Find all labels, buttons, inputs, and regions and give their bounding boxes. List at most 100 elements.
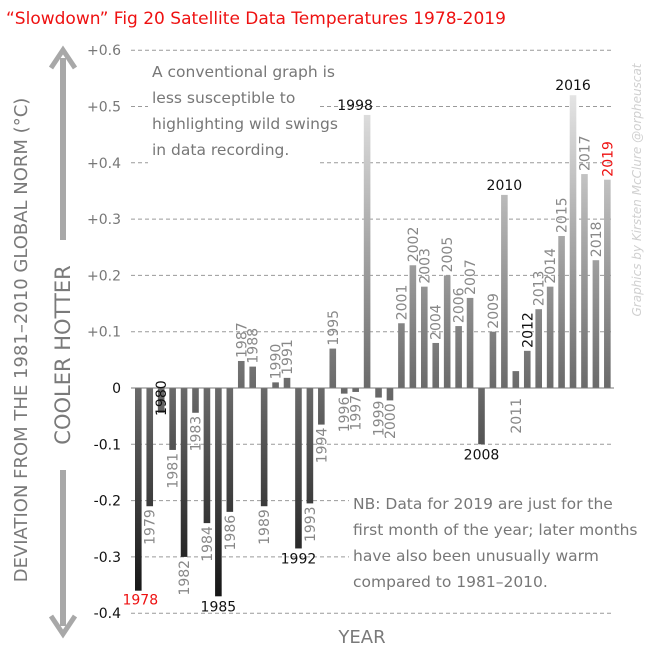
year-label: 2014 xyxy=(543,248,559,284)
bar-2018 xyxy=(592,260,600,388)
year-label: 2008 xyxy=(464,447,500,463)
y-tick-label: +0.5 xyxy=(87,100,121,116)
y-tick-label: -0.2 xyxy=(94,494,121,510)
year-label: 1981 xyxy=(166,453,182,489)
y-axis-ticks: +0.6 +0.5 +0.4 +0.3 +0.2 +0.1 0 -0.1 -0.2 -0.3 -0.… xyxy=(87,43,121,622)
bar-1998 xyxy=(363,114,371,388)
year-label: 1987 xyxy=(234,322,250,358)
annotation-line: have also been unusually warm xyxy=(353,547,599,565)
bar-2011 xyxy=(512,371,520,388)
year-labels: 1978 1979 1980 1981 1982 1983 1984 1985 1986 1987… xyxy=(122,78,616,615)
annotation-line: A conventional graph is xyxy=(152,63,335,81)
annotation-line: NB: Data for 2019 are just for the xyxy=(353,495,613,513)
year-label: 1992 xyxy=(281,551,317,567)
arrow-head-up-icon xyxy=(48,45,78,70)
cooler-hotter-arrow: COOLER HOTTER xyxy=(48,45,78,639)
year-label: 2013 xyxy=(532,271,548,307)
bar-1995 xyxy=(329,348,337,388)
year-label: 2012 xyxy=(520,312,536,348)
bar-1997 xyxy=(352,388,359,392)
bar-2012 xyxy=(523,350,531,388)
bar-2014 xyxy=(546,286,554,388)
arrow-head-down-icon xyxy=(48,614,78,639)
arrow-label-hotter: HOTTER xyxy=(51,265,75,350)
annotation-line: compared to 1981–2010. xyxy=(353,573,548,591)
year-label: 1985 xyxy=(201,599,237,615)
year-label: 1994 xyxy=(314,428,330,464)
year-label: 1982 xyxy=(177,560,193,596)
top-note: A conventional graph is less susceptible … xyxy=(152,63,338,159)
arrow-label-cooler: COOLER xyxy=(51,357,75,444)
year-label: 2002 xyxy=(406,227,422,263)
year-label: 1980 xyxy=(154,380,170,416)
year-label: 1984 xyxy=(200,526,216,562)
top-note-background xyxy=(148,60,318,168)
year-label: 1995 xyxy=(326,310,342,346)
bar-1984 xyxy=(203,388,211,524)
year-label: 2011 xyxy=(509,398,525,434)
year-label: 2010 xyxy=(487,178,523,194)
bars xyxy=(131,95,614,597)
bar-1992 xyxy=(295,388,302,549)
bar-1980 xyxy=(157,388,165,413)
year-label: 2007 xyxy=(463,259,479,295)
bar-1989 xyxy=(260,388,268,507)
bar-2016 xyxy=(569,95,577,389)
bar-2005 xyxy=(443,275,451,388)
bar-2017 xyxy=(581,174,588,388)
year-label: 1979 xyxy=(143,509,159,545)
bar-1978 xyxy=(135,388,142,591)
year-label: 1997 xyxy=(349,395,365,431)
year-label: 2015 xyxy=(555,197,571,233)
bar-1990 xyxy=(272,382,279,388)
bar-1982 xyxy=(180,388,188,557)
year-label: 1978 xyxy=(122,593,158,609)
annotation-line: first month of the year; later months xyxy=(353,521,638,539)
bar-1991 xyxy=(283,377,291,388)
bar-2000 xyxy=(386,388,394,401)
y-axis-label: DEVIATION FROM THE 1981–2010 GLOBAL NORM… xyxy=(11,98,32,583)
year-label: 1993 xyxy=(303,506,319,542)
y-tick-label: +0.3 xyxy=(87,212,121,228)
bar-2002 xyxy=(409,265,417,388)
year-label: 2016 xyxy=(555,78,591,94)
bar-2006 xyxy=(455,326,462,388)
bar-1996 xyxy=(340,388,348,394)
bar-2003 xyxy=(421,286,428,388)
y-tick-label: +0.2 xyxy=(87,268,121,284)
bar-2008 xyxy=(478,388,485,445)
arrow-label-group: COOLER HOTTER xyxy=(51,265,75,444)
bar-2010 xyxy=(501,194,508,388)
year-label: 2009 xyxy=(486,293,502,329)
bar-1988 xyxy=(249,366,256,388)
year-label: 2001 xyxy=(394,285,410,321)
bar-1981 xyxy=(169,388,176,450)
bottom-note-background xyxy=(349,492,611,600)
year-label: 1988 xyxy=(246,328,262,364)
year-label: 1983 xyxy=(189,416,205,452)
bar-2004 xyxy=(432,342,440,388)
year-label: 2019 xyxy=(600,141,616,177)
bar-1987 xyxy=(237,360,245,388)
annotation-line: less susceptible to xyxy=(152,89,295,107)
annotation-line: in data recording. xyxy=(152,141,289,159)
year-label: 1996 xyxy=(337,397,353,433)
x-axis-label: YEAR xyxy=(337,627,385,648)
year-label: 2006 xyxy=(452,287,468,323)
year-label: 1989 xyxy=(257,509,273,545)
bar-1986 xyxy=(226,388,234,512)
bar-2019 xyxy=(604,179,611,388)
bar-1994 xyxy=(318,388,325,425)
y-tick-label: +0.1 xyxy=(87,325,121,341)
year-label: 1999 xyxy=(372,401,388,437)
year-label: 2004 xyxy=(429,304,445,340)
bar-1985 xyxy=(215,388,222,597)
year-label: 2003 xyxy=(417,248,433,284)
year-label: 2018 xyxy=(589,222,605,258)
bar-2015 xyxy=(558,235,565,388)
year-label: 2005 xyxy=(440,237,456,273)
bar-1993 xyxy=(306,388,314,504)
y-tick-label: -0.3 xyxy=(94,550,121,566)
bar-1999 xyxy=(375,388,382,398)
